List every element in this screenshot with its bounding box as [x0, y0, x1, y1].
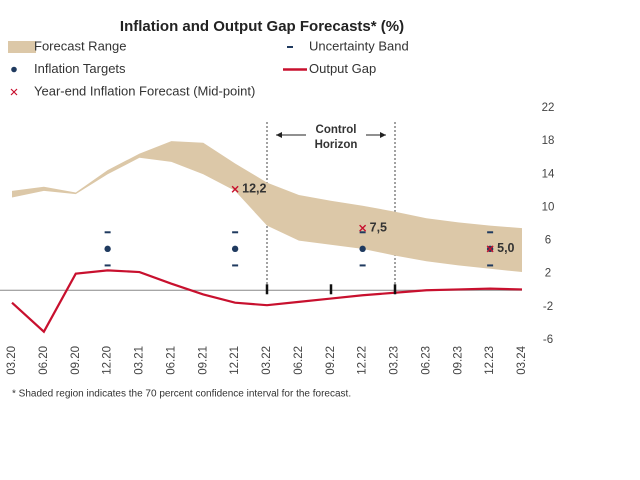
y-tick-label: 18	[542, 135, 555, 147]
legend-label: Year-end Inflation Forecast (Mid-point)	[34, 83, 255, 98]
value-label: 12,2	[242, 181, 266, 195]
legend-label: Uncertainty Band	[309, 38, 409, 53]
annotation: Control	[316, 124, 357, 136]
x-tick-label: 09.23	[452, 346, 464, 375]
y-tick-label: 14	[542, 168, 555, 180]
x-tick-label: 06.22	[293, 346, 305, 375]
y-tick-label: 2	[545, 268, 551, 280]
y-tick-label: -2	[543, 301, 553, 313]
x-tick-label: 12.21	[229, 346, 241, 375]
label-bg	[306, 124, 366, 152]
x-tick-label: 03.23	[389, 346, 401, 375]
x-tick-label: 06.20	[38, 346, 50, 375]
x-tick-label: 06.21	[165, 346, 177, 375]
forecast-marker	[359, 224, 367, 232]
value-label: 7,5	[370, 220, 387, 234]
legend-swatch	[8, 41, 36, 53]
legend-swatch	[10, 88, 18, 96]
output-gap-line	[11, 269, 523, 334]
x-tick-label: 03.22	[261, 346, 273, 375]
legend-label: Inflation Targets	[34, 61, 126, 76]
legend-swatch	[11, 66, 17, 73]
x-tick-label: 03.24	[516, 345, 528, 374]
target-dot	[104, 245, 111, 253]
legend-label: Output Gap	[309, 61, 376, 76]
chart-title: Inflation and Output Gap Forecasts* (%)	[120, 18, 404, 35]
x-tick-label: 09.21	[197, 346, 209, 375]
target-dot	[231, 245, 239, 253]
forecast-marker	[231, 185, 239, 193]
x-tick-label: 03.20	[6, 346, 18, 375]
y-tick-label: -6	[543, 334, 553, 346]
x-tick-label: 06.23	[420, 346, 432, 375]
target-dot	[359, 245, 366, 253]
x-tick-label: 12.20	[102, 346, 114, 375]
footnote: * Shaded region indicates the 70 percent…	[12, 389, 351, 400]
x-tick-label: 09.20	[70, 346, 82, 375]
forecast-marker	[486, 245, 494, 253]
y-tick-label: 6	[545, 235, 551, 247]
legend-label: Forecast Range	[34, 38, 127, 53]
forecast-range	[12, 141, 522, 273]
annotation: Horizon	[315, 139, 358, 151]
x-tick-label: 03.21	[134, 346, 146, 375]
value-label: 5,0	[497, 241, 514, 255]
x-tick-label: 12.22	[357, 346, 369, 375]
y-tick-label: 22	[542, 102, 555, 114]
y-tick-label: 10	[542, 201, 555, 213]
x-tick-label: 09.22	[325, 346, 337, 375]
x-tick-label: 12.23	[484, 346, 496, 375]
